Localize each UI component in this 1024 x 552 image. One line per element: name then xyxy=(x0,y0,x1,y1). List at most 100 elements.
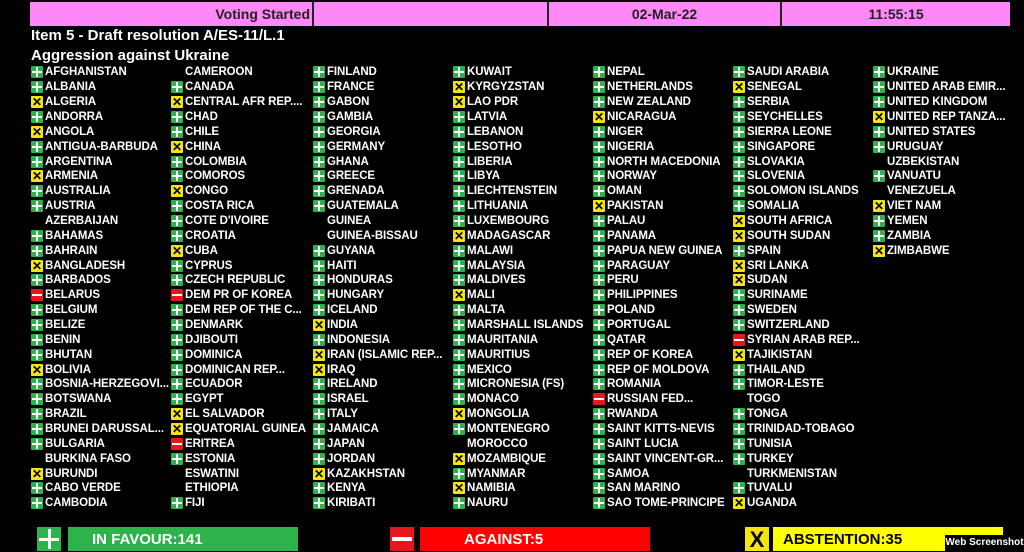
country-vote-row: BELGIUM xyxy=(31,303,169,318)
country-name: TIMOR-LESTE xyxy=(747,378,824,391)
country-name: BELGIUM xyxy=(45,304,98,317)
country-vote-row: AUSTRIA xyxy=(31,199,169,214)
country-vote-row: SENEGAL xyxy=(733,80,860,95)
plus-icon xyxy=(313,452,325,465)
plus-icon xyxy=(593,229,605,242)
no-vote-blank xyxy=(733,468,745,480)
country-name: YEMEN xyxy=(887,215,928,228)
plus-icon xyxy=(313,304,325,317)
country-vote-row: ARGENTINA xyxy=(31,154,169,169)
country-vote-row: CANADA xyxy=(171,80,306,95)
no-vote-blank xyxy=(453,438,465,450)
country-name: GREECE xyxy=(327,170,375,183)
x-icon xyxy=(31,170,43,183)
country-vote-row: VENEZUELA xyxy=(873,184,1005,199)
country-vote-row: KAZAKHSTAN xyxy=(313,466,442,481)
plus-icon xyxy=(31,81,43,94)
country-name: SURINAME xyxy=(747,289,808,302)
country-name: PERU xyxy=(607,274,639,287)
plus-icon xyxy=(31,229,43,242)
country-vote-row: PAPUA NEW GUINEA xyxy=(593,243,725,258)
country-name: ISRAEL xyxy=(327,393,369,406)
country-name: BURKINA FASO xyxy=(45,452,131,465)
x-icon xyxy=(733,348,745,361)
vote-time: 11:55:15 xyxy=(868,6,924,22)
plus-icon xyxy=(171,170,183,183)
plus-icon xyxy=(593,363,605,376)
plus-icon xyxy=(31,185,43,198)
country-name: ZIMBABWE xyxy=(887,244,950,257)
country-vote-row: QATAR xyxy=(593,332,725,347)
country-vote-row: PHILIPPINES xyxy=(593,288,725,303)
country-vote-row: VIET NAM xyxy=(873,199,1005,214)
x-icon xyxy=(31,259,43,272)
country-name: KIRIBATI xyxy=(327,497,376,510)
x-icon xyxy=(171,423,183,436)
country-vote-row: KENYA xyxy=(313,481,442,496)
country-vote-row: JAMAICA xyxy=(313,422,442,437)
country-name: MALAYSIA xyxy=(467,259,526,272)
country-name: SOUTH SUDAN xyxy=(747,229,831,242)
country-vote-row: COTE D'IVOIRE xyxy=(171,214,306,229)
country-name: EGYPT xyxy=(185,393,224,406)
country-name: UNITED ARAB EMIR... xyxy=(887,81,1006,94)
plus-icon xyxy=(313,96,325,109)
country-name: HUNGARY xyxy=(327,289,385,302)
country-vote-row: NIGERIA xyxy=(593,139,725,154)
country-vote-row: MONACO xyxy=(453,392,583,407)
country-name: DJIBOUTI xyxy=(185,333,238,346)
item-title: Item 5 - Draft resolution A/ES-11/L.1 xyxy=(31,27,285,44)
plus-icon xyxy=(593,289,605,302)
country-vote-row: PAKISTAN xyxy=(593,199,725,214)
country-name: NEW ZEALAND xyxy=(607,96,691,109)
plus-icon xyxy=(171,452,183,465)
country-name: MALI xyxy=(467,289,495,302)
country-name: BELIZE xyxy=(45,319,86,332)
plus-icon xyxy=(313,423,325,436)
country-vote-row: TURKMENISTAN xyxy=(733,466,860,481)
country-name: TUNISIA xyxy=(747,437,793,450)
country-name: NAMIBIA xyxy=(467,482,516,495)
plus-icon xyxy=(453,274,465,287)
country-name: SAN MARINO xyxy=(607,482,681,495)
country-column: NEPAL NETHERLANDS NEW ZEALAND NICARAGUA NIGE… xyxy=(593,65,725,511)
plus-icon xyxy=(453,467,465,480)
country-name: CABO VERDE xyxy=(45,482,121,495)
item-subject: Aggression against Ukraine xyxy=(31,47,230,64)
country-column: FINLAND FRANCE GABON GAMBIA GEORGIA GERMANY GH… xyxy=(313,65,442,511)
plus-icon xyxy=(873,140,885,153)
x-icon xyxy=(453,96,465,109)
country-name: OMAN xyxy=(607,185,642,198)
plus-icon xyxy=(873,66,885,79)
country-name: BRAZIL xyxy=(45,408,87,421)
plus-icon xyxy=(593,244,605,257)
country-vote-row: JORDAN xyxy=(313,451,442,466)
country-name: COMOROS xyxy=(185,170,245,183)
voting-status: Voting Started xyxy=(30,2,314,26)
country-vote-row: SLOVAKIA xyxy=(733,154,860,169)
country-vote-row: SAMOA xyxy=(593,466,725,481)
plus-icon xyxy=(733,452,745,465)
plus-icon xyxy=(733,170,745,183)
country-name: BOLIVIA xyxy=(45,363,91,376)
country-vote-row: ITALY xyxy=(313,407,442,422)
plus-icon xyxy=(171,497,183,510)
country-vote-row: AUSTRALIA xyxy=(31,184,169,199)
x-icon xyxy=(313,467,325,480)
country-name: AFGHANISTAN xyxy=(45,66,127,79)
country-vote-row: BHUTAN xyxy=(31,347,169,362)
country-name: NICARAGUA xyxy=(607,111,677,123)
country-vote-row: BOTSWANA xyxy=(31,392,169,407)
country-vote-row: MADAGASCAR xyxy=(453,228,583,243)
plus-icon xyxy=(31,378,43,391)
country-name: INDIA xyxy=(327,319,358,332)
plus-icon xyxy=(171,81,183,94)
country-vote-row: ISRAEL xyxy=(313,392,442,407)
plus-icon xyxy=(171,111,183,123)
country-name: SYRIAN ARAB REP... xyxy=(747,333,860,346)
plus-icon xyxy=(171,304,183,317)
x-icon xyxy=(313,348,325,361)
country-vote-row: KYRGYZSTAN xyxy=(453,80,583,95)
plus-icon xyxy=(733,482,745,495)
country-vote-row: BANGLADESH xyxy=(31,258,169,273)
